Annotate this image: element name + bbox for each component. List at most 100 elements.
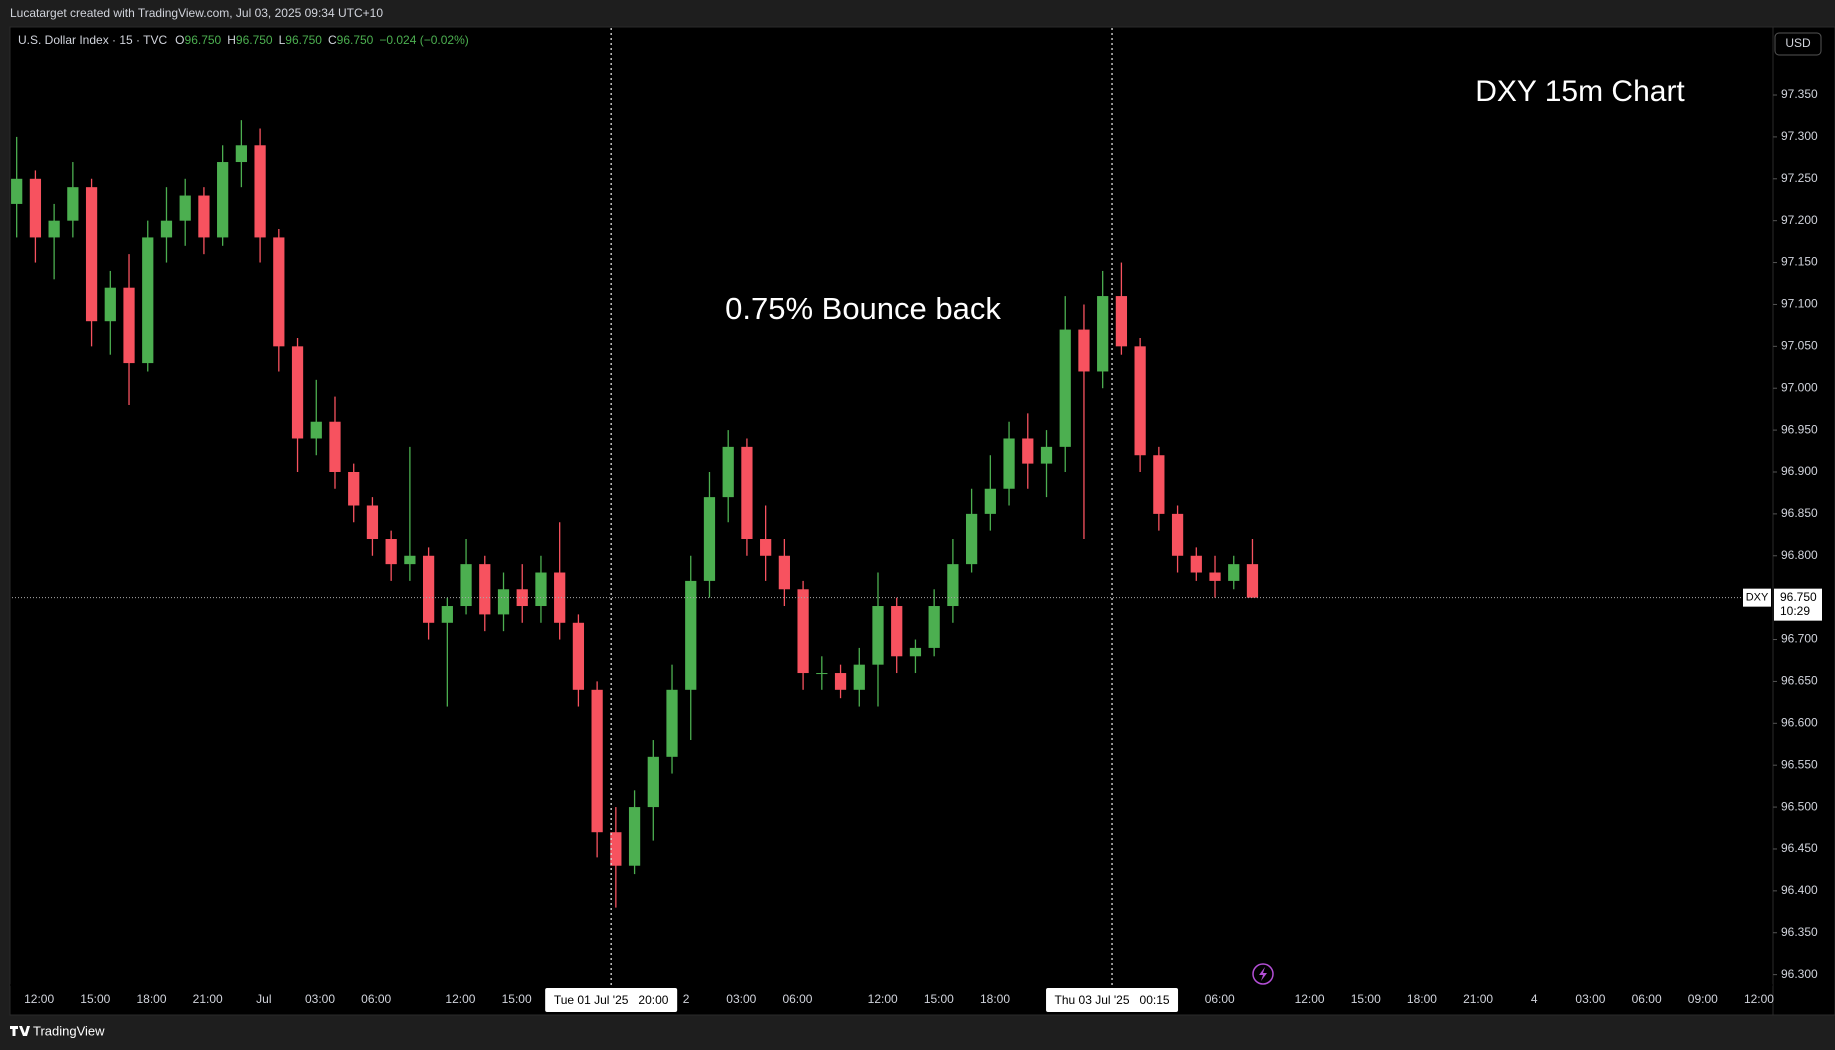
crosshair-label: Thu 03 Jul '25 00:15: [1055, 993, 1170, 1007]
candle-body: [497, 589, 510, 615]
brand[interactable]: TradingView: [33, 1023, 105, 1038]
y-tick-label: 97.000: [1781, 380, 1818, 394]
legend-key: C: [328, 33, 337, 47]
candle-body: [1040, 446, 1053, 464]
countdown-label: 10:29: [1780, 604, 1810, 618]
x-tick-label: 12:00: [1295, 992, 1325, 1006]
candle-body: [329, 421, 341, 472]
x-tick-label: 21:00: [193, 992, 223, 1006]
chart-pane: [9, 26, 1835, 1016]
alert-bolt[interactable]: [1259, 967, 1267, 981]
price-tag-label: 96.750: [1780, 590, 1817, 604]
candle-body: [104, 287, 116, 322]
candle-body: [778, 555, 790, 590]
x-tick-label: 09:00: [1688, 992, 1718, 1006]
candle-body: [610, 832, 622, 866]
candle-body: [909, 647, 922, 657]
candle-body: [273, 237, 285, 347]
candle-body: [891, 606, 903, 657]
candle-body: [29, 178, 42, 238]
y-tick-label: 97.300: [1781, 129, 1818, 143]
candle-body: [479, 564, 491, 615]
candle-body: [217, 162, 229, 238]
candle-body: [760, 539, 772, 556]
symbol-tag: [1743, 588, 1771, 607]
candle-body: [1022, 438, 1034, 464]
candle-body: [67, 187, 79, 221]
y-tick-label: 96.600: [1781, 715, 1818, 729]
legend-key: H: [227, 33, 236, 47]
candle-body: [1097, 296, 1109, 372]
x-tick-label: 18:00: [1407, 992, 1437, 1006]
chart-title: DXY 15m Chart: [1475, 75, 1685, 108]
candle-body: [460, 564, 472, 607]
candle-body: [1228, 564, 1240, 581]
x-tick-label: 12:00: [868, 992, 898, 1006]
candle-body: [1190, 555, 1202, 573]
y-tick-label: 96.850: [1781, 506, 1818, 520]
y-tick-label: 96.400: [1781, 883, 1818, 897]
x-tick-label: 21:00: [1463, 992, 1493, 1006]
candle-body: [366, 505, 379, 540]
candle-body: [1246, 564, 1259, 598]
y-tick-label: 96.700: [1781, 632, 1818, 646]
x-tick-label: 12:00: [445, 992, 475, 1006]
footer-logo[interactable]: TradingView: [10, 1023, 105, 1038]
candle-body: [722, 446, 734, 498]
y-tick-label: 96.650: [1781, 674, 1818, 688]
x-tick-label: 18:00: [136, 992, 166, 1006]
x-tick-label: 15:00: [502, 992, 532, 1006]
price-tag: [1774, 588, 1822, 621]
x-tick-label: 03:00: [305, 992, 335, 1006]
candle-body: [1171, 513, 1184, 556]
alert-circle[interactable]: [1252, 963, 1274, 985]
x-tick-label: 15:00: [80, 992, 110, 1006]
candle-body: [1134, 346, 1146, 456]
currency-button[interactable]: USD: [1774, 32, 1822, 56]
x-tick-label: 06:00: [1205, 992, 1235, 1006]
alert-icon[interactable]: [1252, 963, 1274, 985]
legend: U.S. Dollar Index · 15 · TVC O96.750 H96.7…: [18, 33, 469, 47]
candle-body: [291, 346, 304, 439]
candle-body: [85, 187, 98, 322]
crosshair-tag: [545, 988, 678, 1012]
currency-box[interactable]: [1774, 32, 1822, 56]
x-tick-label: 12:00: [1744, 992, 1774, 1006]
candle-body: [1209, 572, 1221, 581]
x-tick-label: 18:00: [980, 992, 1010, 1006]
crosshair-label: Tue 01 Jul '25 20:00: [554, 993, 669, 1007]
candle-body: [628, 807, 641, 866]
y-tick-label: 97.050: [1781, 339, 1818, 353]
candle-body: [179, 195, 191, 221]
x-tick-label: 4: [1531, 992, 1538, 1006]
x-tick-label: 06:00: [782, 992, 812, 1006]
y-tick-label: 96.900: [1781, 464, 1818, 478]
candle-body: [142, 237, 154, 364]
x-tick-label: Jul: [256, 992, 271, 1006]
legend-key: L: [279, 33, 286, 47]
candle-body: [1003, 438, 1015, 489]
candle-body: [123, 287, 135, 364]
x-tick-label: 06:00: [1632, 992, 1662, 1006]
candle-body: [797, 589, 809, 674]
logo-mark[interactable]: [10, 1026, 30, 1036]
candle-body: [947, 564, 959, 607]
legend-key: O: [175, 33, 184, 47]
x-tick-label: 06:00: [361, 992, 391, 1006]
credit: Lucatarget created with TradingView.com,…: [10, 6, 383, 20]
y-tick-label: 96.550: [1781, 757, 1818, 771]
candle-body: [310, 421, 322, 439]
currency-label[interactable]: USD: [1785, 36, 1811, 50]
y-tick-label: 97.250: [1781, 171, 1818, 185]
candle-body: [441, 606, 453, 623]
candle-body: [1078, 329, 1090, 372]
candle-body: [965, 513, 978, 565]
candle-body: [348, 471, 360, 506]
candle-body: [554, 572, 566, 623]
candle-body: [703, 497, 716, 581]
candle-body: [647, 756, 659, 808]
candle-body: [422, 555, 435, 623]
y-tick-label: 96.350: [1781, 925, 1818, 939]
candle-body: [385, 539, 397, 565]
